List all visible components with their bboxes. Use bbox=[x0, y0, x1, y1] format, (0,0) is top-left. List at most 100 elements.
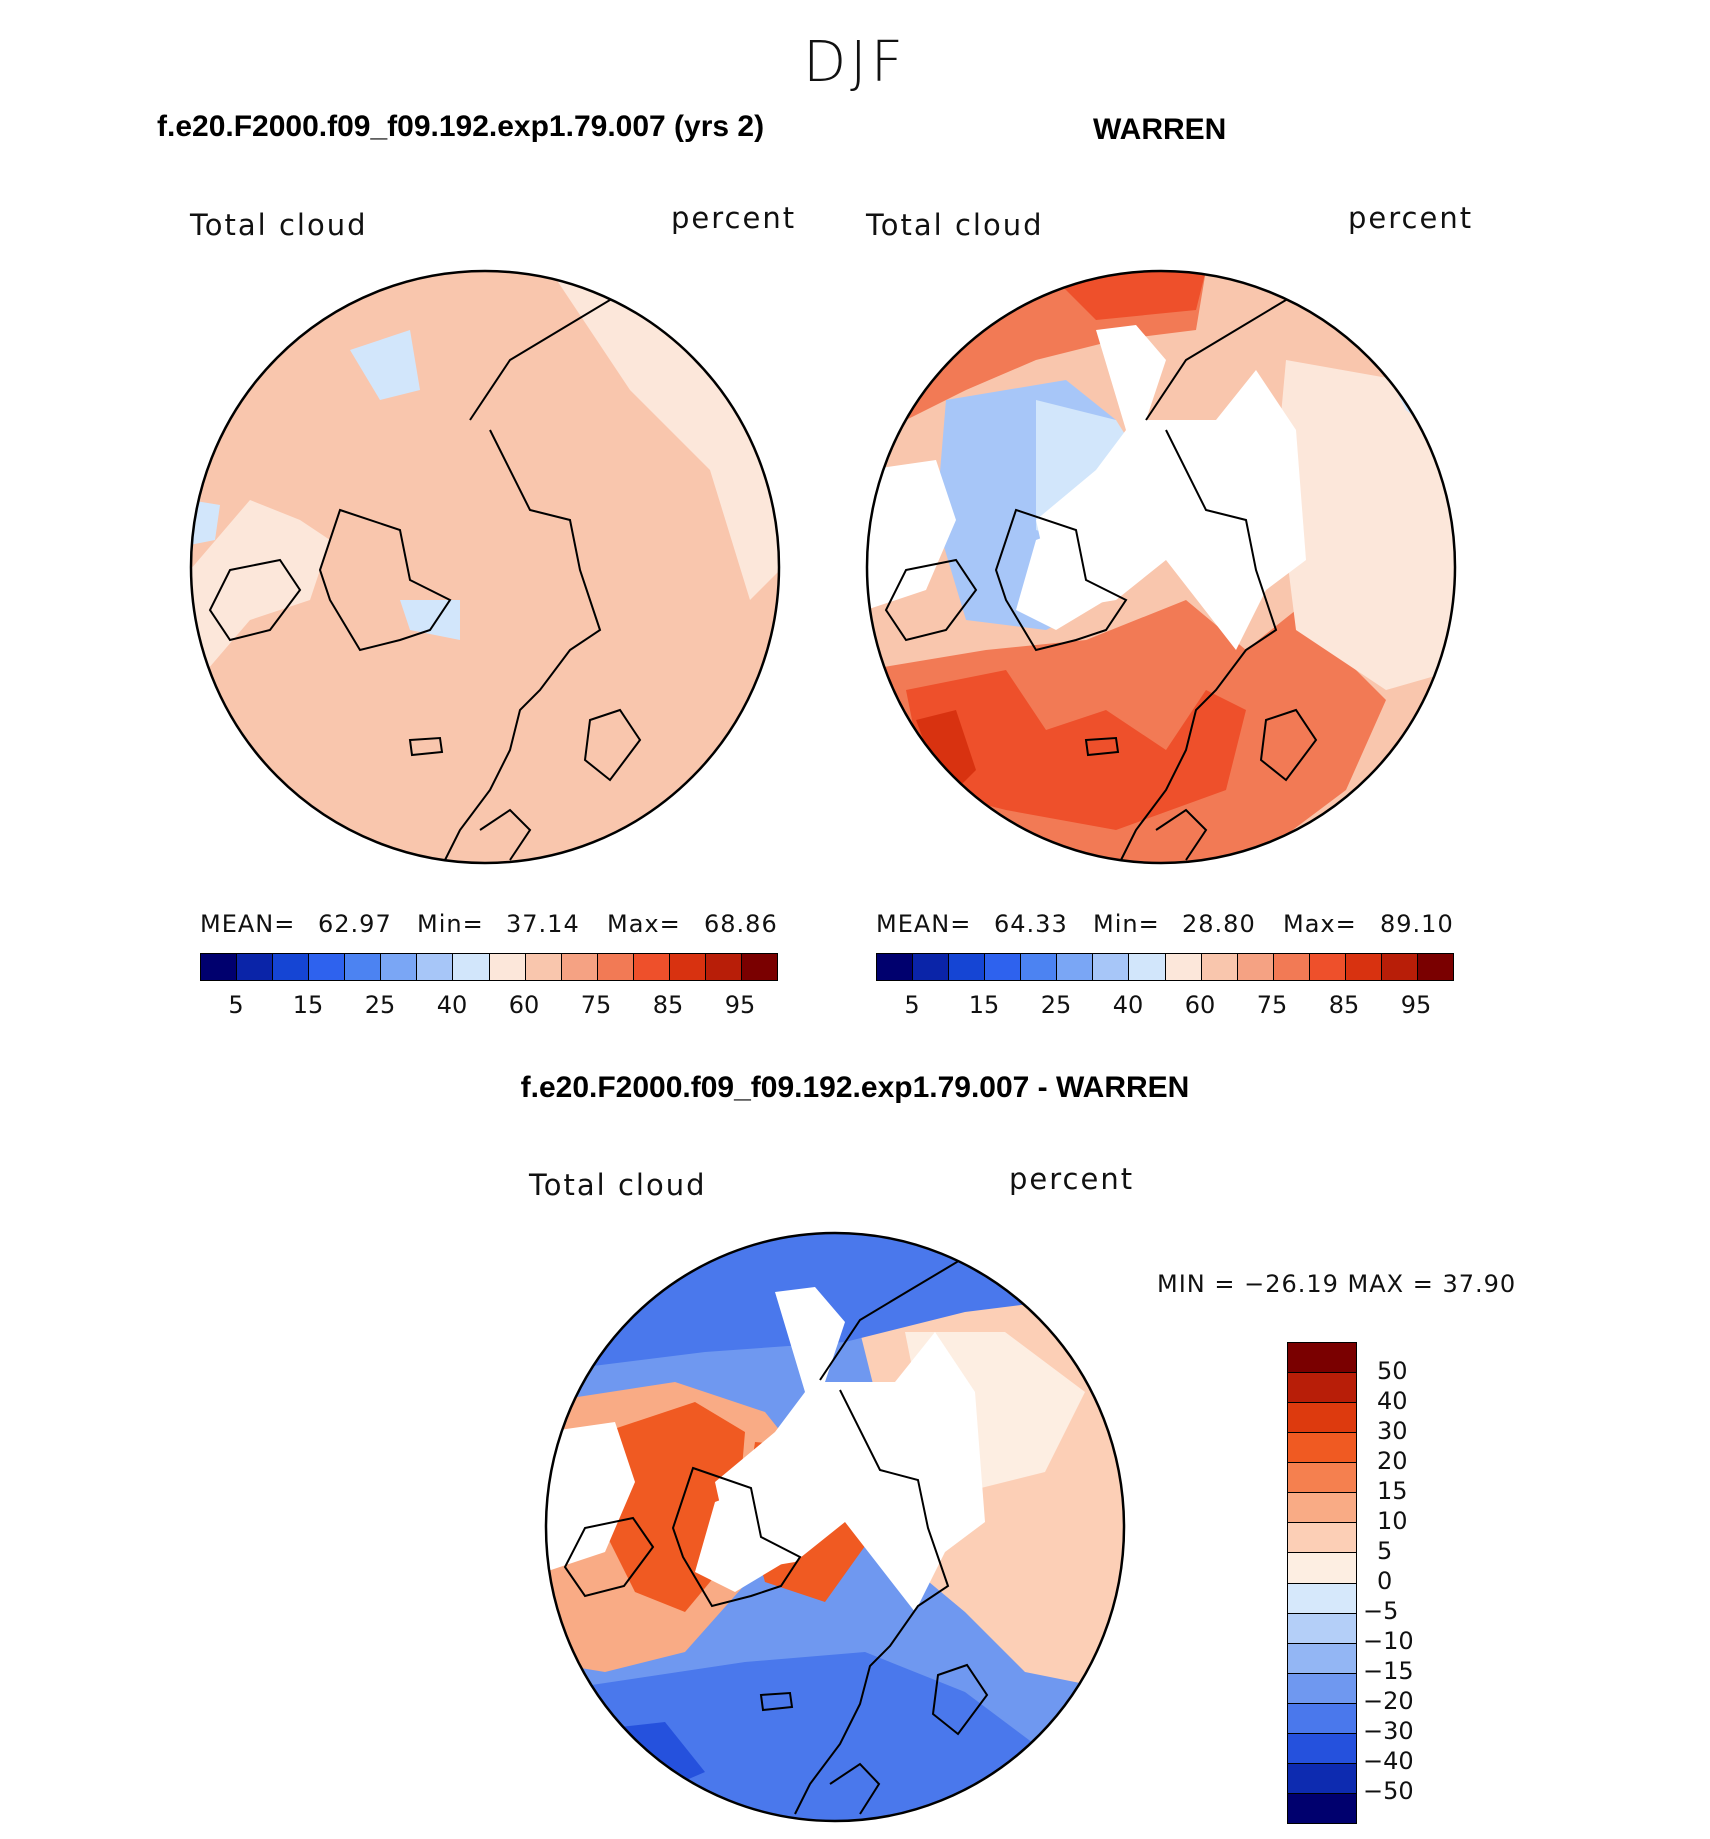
colorbar-swatch bbox=[1288, 1613, 1356, 1644]
colorbar-swatch bbox=[1273, 954, 1310, 980]
colorbar-swatch bbox=[1093, 954, 1130, 980]
panel2-max-value: 89.10 bbox=[1380, 910, 1454, 938]
colorbar-swatch bbox=[1129, 954, 1166, 980]
panel1-mean-value: 62.97 bbox=[318, 910, 392, 938]
colorbar-swatch bbox=[489, 954, 526, 980]
panel1-min-label: Min= bbox=[417, 910, 484, 938]
colorbar-swatch bbox=[201, 954, 238, 980]
panel2-light-region bbox=[1276, 360, 1455, 690]
colorbar-tick-label: 60 bbox=[508, 991, 540, 1019]
panel1-title: f.e20.F2000.f09_f09.192.exp1.79.007 (yrs… bbox=[157, 110, 765, 143]
panel3-map-border bbox=[544, 1231, 1126, 1823]
colorbar-swatch bbox=[1288, 1373, 1356, 1404]
panel1-max-value: 68.86 bbox=[704, 910, 778, 938]
colorbar-tick-label: 75 bbox=[580, 991, 612, 1019]
colorbar-swatch bbox=[1288, 1583, 1356, 1614]
panel2-units-label: percent bbox=[1348, 201, 1474, 235]
panel3-missing-data bbox=[695, 1472, 795, 1592]
panel2-max-label: Max= bbox=[1283, 910, 1357, 938]
panel2-min-value: 28.80 bbox=[1182, 910, 1256, 938]
panel1-low-region bbox=[400, 600, 460, 640]
colorbar-swatch bbox=[561, 954, 598, 980]
colorbar-swatch bbox=[1165, 954, 1202, 980]
panel2-map-border bbox=[865, 269, 1457, 865]
panel1-low-region bbox=[350, 330, 420, 400]
panel3-units-label: percent bbox=[1009, 1162, 1135, 1196]
panel1-light-region bbox=[191, 750, 280, 863]
colorbar-tick-label: 95 bbox=[724, 991, 756, 1019]
colorbar-tick-label: 30 bbox=[1377, 1417, 1408, 1445]
colorbar-swatch bbox=[1288, 1343, 1356, 1374]
colorbar-swatch bbox=[417, 954, 454, 980]
colorbar-tick-label: 40 bbox=[1112, 991, 1144, 1019]
panel2-high-region bbox=[906, 670, 1246, 830]
colorbar-tick-label: 15 bbox=[1377, 1477, 1408, 1505]
colorbar-swatch bbox=[877, 954, 914, 980]
panel2-variable-label: Total cloud bbox=[866, 208, 1044, 242]
colorbar-swatch bbox=[525, 954, 562, 980]
colorbar-swatch bbox=[309, 954, 346, 980]
colorbar-tick-label: 15 bbox=[968, 991, 1000, 1019]
colorbar-swatch bbox=[1288, 1403, 1356, 1434]
colorbar-swatch bbox=[597, 954, 634, 980]
colorbar-tick-label: 85 bbox=[1328, 991, 1360, 1019]
colorbar-swatch bbox=[1288, 1493, 1356, 1524]
colorbar-tick-label: 40 bbox=[1377, 1387, 1408, 1415]
colorbar-swatch bbox=[1288, 1523, 1356, 1554]
colorbar-swatch bbox=[1288, 1643, 1356, 1674]
colorbar-swatch bbox=[381, 954, 418, 980]
colorbar-swatch bbox=[985, 954, 1022, 980]
colorbar-tick-label: −20 bbox=[1363, 1687, 1414, 1715]
colorbar-swatch bbox=[705, 954, 742, 980]
colorbar-tick-label: −15 bbox=[1363, 1657, 1414, 1685]
colorbar-tick-label: 50 bbox=[1377, 1357, 1408, 1385]
panel2-high-region bbox=[916, 710, 976, 800]
panel1-map-border bbox=[189, 269, 781, 865]
colorbar-swatch bbox=[1288, 1763, 1356, 1794]
colorbar-swatch bbox=[1417, 954, 1453, 980]
colorbar-swatch bbox=[1288, 1703, 1356, 1734]
colorbar-tick-label: 5 bbox=[228, 991, 244, 1019]
panel2-min-label: Min= bbox=[1093, 910, 1160, 938]
colorbar-swatch bbox=[1309, 954, 1346, 980]
panel2-mean-label: MEAN= bbox=[876, 910, 972, 938]
panel1-coastlines bbox=[208, 279, 642, 861]
panel1-units-label: percent bbox=[671, 201, 797, 235]
colorbar-tick-label: 10 bbox=[1377, 1507, 1408, 1535]
panel2-colorbar bbox=[876, 953, 1454, 981]
panel1-mean-label: MEAN= bbox=[200, 910, 296, 938]
colorbar-tick-label: 95 bbox=[1400, 991, 1432, 1019]
colorbar-tick-label: 75 bbox=[1256, 991, 1288, 1019]
colorbar-swatch bbox=[1288, 1553, 1356, 1584]
panel3-title: f.e20.F2000.f09_f09.192.exp1.79.007 - WA… bbox=[520, 1071, 1190, 1104]
colorbar-tick-label: 85 bbox=[652, 991, 684, 1019]
panel1-colorbar bbox=[200, 953, 778, 981]
colorbar-swatch bbox=[669, 954, 706, 980]
panel3-coastlines bbox=[563, 1241, 989, 1815]
colorbar-tick-label: −30 bbox=[1363, 1717, 1414, 1745]
colorbar-swatch bbox=[741, 954, 777, 980]
panel2-missing-data bbox=[867, 460, 956, 610]
colorbar-swatch bbox=[633, 954, 670, 980]
panel3-negative-region bbox=[546, 1652, 1124, 1821]
colorbar-tick-label: 60 bbox=[1184, 991, 1216, 1019]
colorbar-tick-label: 15 bbox=[292, 991, 324, 1019]
season-title: DJF bbox=[803, 30, 907, 95]
colorbar-tick-label: 40 bbox=[436, 991, 468, 1019]
colorbar-tick-label: 20 bbox=[1377, 1447, 1408, 1475]
colorbar-swatch bbox=[1288, 1463, 1356, 1494]
panel1-low-region bbox=[191, 500, 220, 545]
panel1-min-value: 37.14 bbox=[506, 910, 580, 938]
colorbar-tick-label: −50 bbox=[1363, 1777, 1414, 1805]
panel1-map bbox=[189, 269, 781, 865]
colorbar-tick-label: 0 bbox=[1377, 1567, 1393, 1595]
panel2-title: WARREN bbox=[1093, 113, 1227, 146]
colorbar-swatch bbox=[1288, 1733, 1356, 1764]
colorbar-swatch bbox=[237, 954, 274, 980]
colorbar-swatch bbox=[273, 954, 310, 980]
colorbar-tick-label: 5 bbox=[1377, 1537, 1393, 1565]
panel2-mean-value: 64.33 bbox=[994, 910, 1068, 938]
panel3-missing-data bbox=[546, 1422, 635, 1572]
colorbar-tick-label: −40 bbox=[1363, 1747, 1414, 1775]
panel3-colorbar bbox=[1287, 1342, 1357, 1824]
